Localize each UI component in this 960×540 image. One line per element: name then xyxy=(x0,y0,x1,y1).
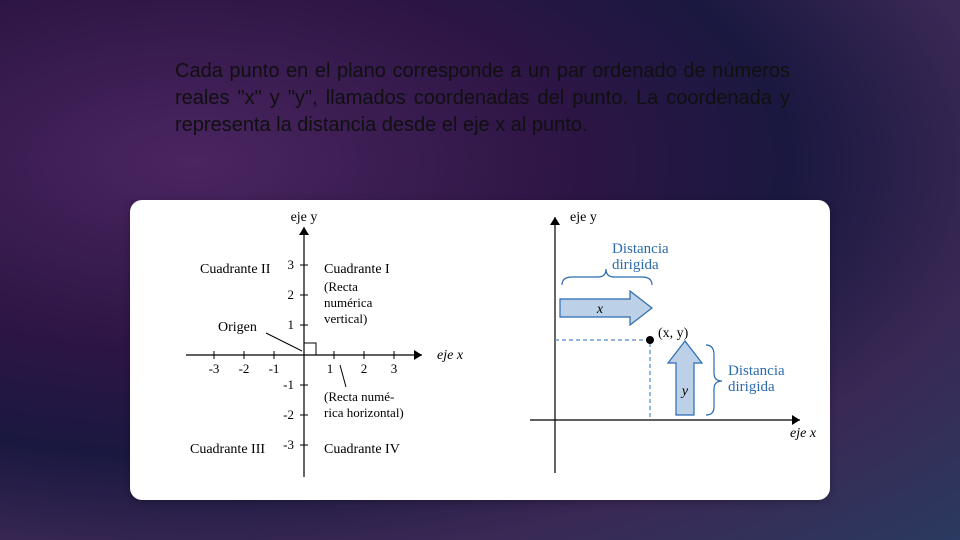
svg-text:1: 1 xyxy=(327,361,334,376)
right-x-axis-label: eje x xyxy=(790,426,817,441)
q3-label: Cuadrante III xyxy=(190,442,265,457)
svg-text:-2: -2 xyxy=(283,407,294,422)
dist-x-l1: Distancia xyxy=(612,241,669,257)
svg-text:-3: -3 xyxy=(209,361,220,376)
figure-panel: eje y eje x -3 -2 -1 1 2 3 1 2 3 -1 -2 -… xyxy=(130,200,830,500)
dist-y-l2: dirigida xyxy=(728,379,775,395)
x-var: x xyxy=(596,302,604,317)
dist-y-l1: Distancia xyxy=(728,363,785,379)
svg-text:-1: -1 xyxy=(269,361,280,376)
svg-text:(Recta: (Recta xyxy=(324,279,358,294)
svg-text:3: 3 xyxy=(288,257,295,272)
svg-text:-1: -1 xyxy=(283,377,294,392)
diagram-quadrants: eje y eje x -3 -2 -1 1 2 3 1 2 3 -1 -2 -… xyxy=(134,205,494,495)
point-label: (x, y) xyxy=(658,326,689,341)
paragraph: Cada punto en el plano corresponde a un … xyxy=(175,58,790,139)
origin-label: Origen xyxy=(218,320,257,335)
left-y-axis-label: eje y xyxy=(291,210,318,225)
right-y-axis-label: eje y xyxy=(570,210,597,225)
q4-label: Cuadrante IV xyxy=(324,442,400,457)
svg-text:2: 2 xyxy=(361,361,368,376)
svg-text:-2: -2 xyxy=(239,361,250,376)
svg-text:rica horizontal): rica horizontal) xyxy=(324,405,404,420)
svg-text:-3: -3 xyxy=(283,437,294,452)
q2-label: Cuadrante II xyxy=(200,262,271,277)
svg-text:2: 2 xyxy=(288,287,295,302)
svg-text:numérica: numérica xyxy=(324,295,373,310)
svg-text:vertical): vertical) xyxy=(324,311,367,326)
q1-label: Cuadrante I xyxy=(324,262,390,277)
svg-text:(Recta numé-: (Recta numé- xyxy=(324,389,394,404)
svg-text:3: 3 xyxy=(391,361,398,376)
left-x-axis-label: eje x xyxy=(437,348,464,363)
dist-x-l2: dirigida xyxy=(612,257,659,273)
diagram-distances: eje y eje x x y (x, y) Distancia dirigid… xyxy=(500,205,830,495)
svg-text:1: 1 xyxy=(288,317,295,332)
y-var: y xyxy=(680,384,689,399)
